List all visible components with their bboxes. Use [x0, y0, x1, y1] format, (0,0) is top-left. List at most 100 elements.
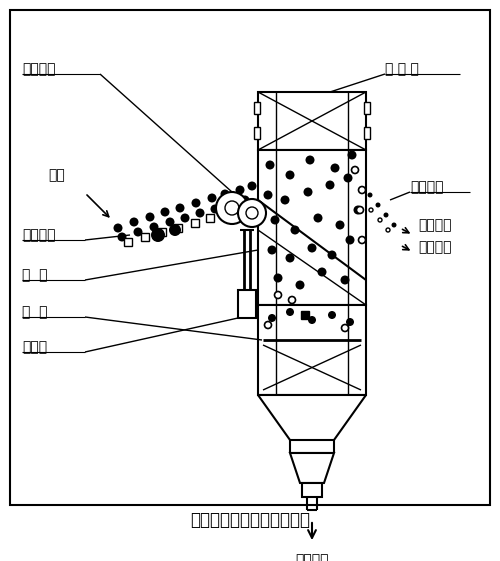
Circle shape: [328, 251, 336, 260]
Circle shape: [280, 195, 289, 205]
Bar: [301, 311, 309, 319]
Text: 槽  体: 槽 体: [22, 268, 48, 282]
Circle shape: [314, 214, 322, 223]
Bar: [141, 233, 149, 241]
Bar: [258, 305, 366, 395]
Circle shape: [392, 223, 396, 228]
Text: 透筛物料: 透筛物料: [295, 553, 329, 561]
Bar: [364, 127, 370, 139]
Text: 入料溜槽: 入料溜槽: [22, 228, 56, 242]
Bar: [10, 10, 490, 505]
Text: 入料: 入料: [48, 168, 65, 182]
Circle shape: [268, 314, 276, 322]
Bar: [364, 102, 370, 114]
Text: 排料轮: 排料轮: [22, 340, 47, 354]
Circle shape: [352, 167, 358, 173]
Circle shape: [328, 311, 336, 319]
Bar: [124, 238, 132, 246]
Text: 0871-: 0871-: [155, 306, 236, 334]
Circle shape: [368, 192, 372, 197]
Circle shape: [226, 200, 234, 209]
Circle shape: [114, 223, 122, 232]
Bar: [258, 150, 366, 305]
Circle shape: [236, 186, 244, 195]
Circle shape: [146, 213, 154, 222]
Circle shape: [210, 205, 220, 214]
Circle shape: [336, 220, 344, 229]
Bar: [174, 224, 182, 232]
Bar: [224, 210, 232, 218]
Circle shape: [220, 190, 230, 199]
Circle shape: [296, 280, 304, 289]
Text: 机械式动筛跳汰机结构特征: 机械式动筛跳汰机结构特征: [190, 511, 310, 529]
Polygon shape: [100, 150, 256, 248]
Bar: [302, 483, 322, 497]
Circle shape: [208, 194, 216, 203]
Circle shape: [266, 160, 274, 169]
Circle shape: [192, 199, 200, 208]
Polygon shape: [290, 453, 334, 483]
Circle shape: [346, 318, 354, 326]
Circle shape: [225, 201, 239, 215]
Circle shape: [270, 215, 280, 224]
Circle shape: [344, 173, 352, 182]
Circle shape: [308, 316, 316, 324]
Text: 轻质物料: 轻质物料: [418, 218, 452, 232]
Circle shape: [286, 254, 294, 263]
Circle shape: [274, 274, 282, 283]
Text: 976: 976: [340, 306, 393, 334]
Circle shape: [196, 209, 204, 218]
Circle shape: [264, 191, 272, 200]
Circle shape: [264, 321, 272, 329]
Circle shape: [376, 203, 380, 208]
Circle shape: [318, 268, 326, 277]
Text: 筛  板: 筛 板: [22, 305, 48, 319]
Circle shape: [240, 195, 250, 205]
Circle shape: [348, 150, 356, 159]
Bar: [206, 214, 214, 222]
Circle shape: [330, 163, 340, 172]
Text: 提 升 轮: 提 升 轮: [385, 62, 419, 76]
Bar: [191, 219, 199, 227]
Circle shape: [246, 207, 258, 219]
Circle shape: [118, 232, 126, 241]
Bar: [240, 206, 248, 214]
Text: 出料溜槽: 出料溜槽: [410, 180, 444, 194]
Circle shape: [369, 208, 373, 212]
Bar: [254, 102, 260, 114]
Bar: [238, 290, 256, 318]
Circle shape: [342, 324, 348, 332]
Circle shape: [134, 228, 142, 237]
Bar: [158, 228, 166, 236]
Circle shape: [216, 192, 248, 224]
Circle shape: [166, 218, 174, 227]
Circle shape: [354, 205, 362, 214]
Circle shape: [150, 223, 158, 232]
Circle shape: [176, 204, 184, 213]
Circle shape: [378, 218, 382, 222]
Circle shape: [326, 181, 334, 190]
Circle shape: [304, 187, 312, 196]
Circle shape: [151, 228, 165, 242]
Circle shape: [358, 237, 366, 243]
Circle shape: [248, 182, 256, 191]
Text: 重质物料: 重质物料: [418, 240, 452, 254]
Text: KNM: KNM: [127, 335, 149, 345]
Circle shape: [286, 171, 294, 180]
Circle shape: [356, 206, 364, 214]
Bar: [258, 92, 366, 150]
Circle shape: [308, 243, 316, 252]
Circle shape: [169, 224, 181, 236]
Circle shape: [238, 199, 266, 227]
Circle shape: [346, 236, 354, 245]
Text: 驱动装置: 驱动装置: [22, 62, 56, 76]
Polygon shape: [258, 395, 366, 440]
Circle shape: [160, 208, 170, 217]
Circle shape: [384, 213, 388, 218]
Circle shape: [386, 228, 390, 232]
Circle shape: [288, 297, 296, 304]
Circle shape: [340, 275, 349, 284]
Circle shape: [290, 226, 300, 234]
Circle shape: [180, 214, 190, 223]
Circle shape: [268, 246, 276, 255]
